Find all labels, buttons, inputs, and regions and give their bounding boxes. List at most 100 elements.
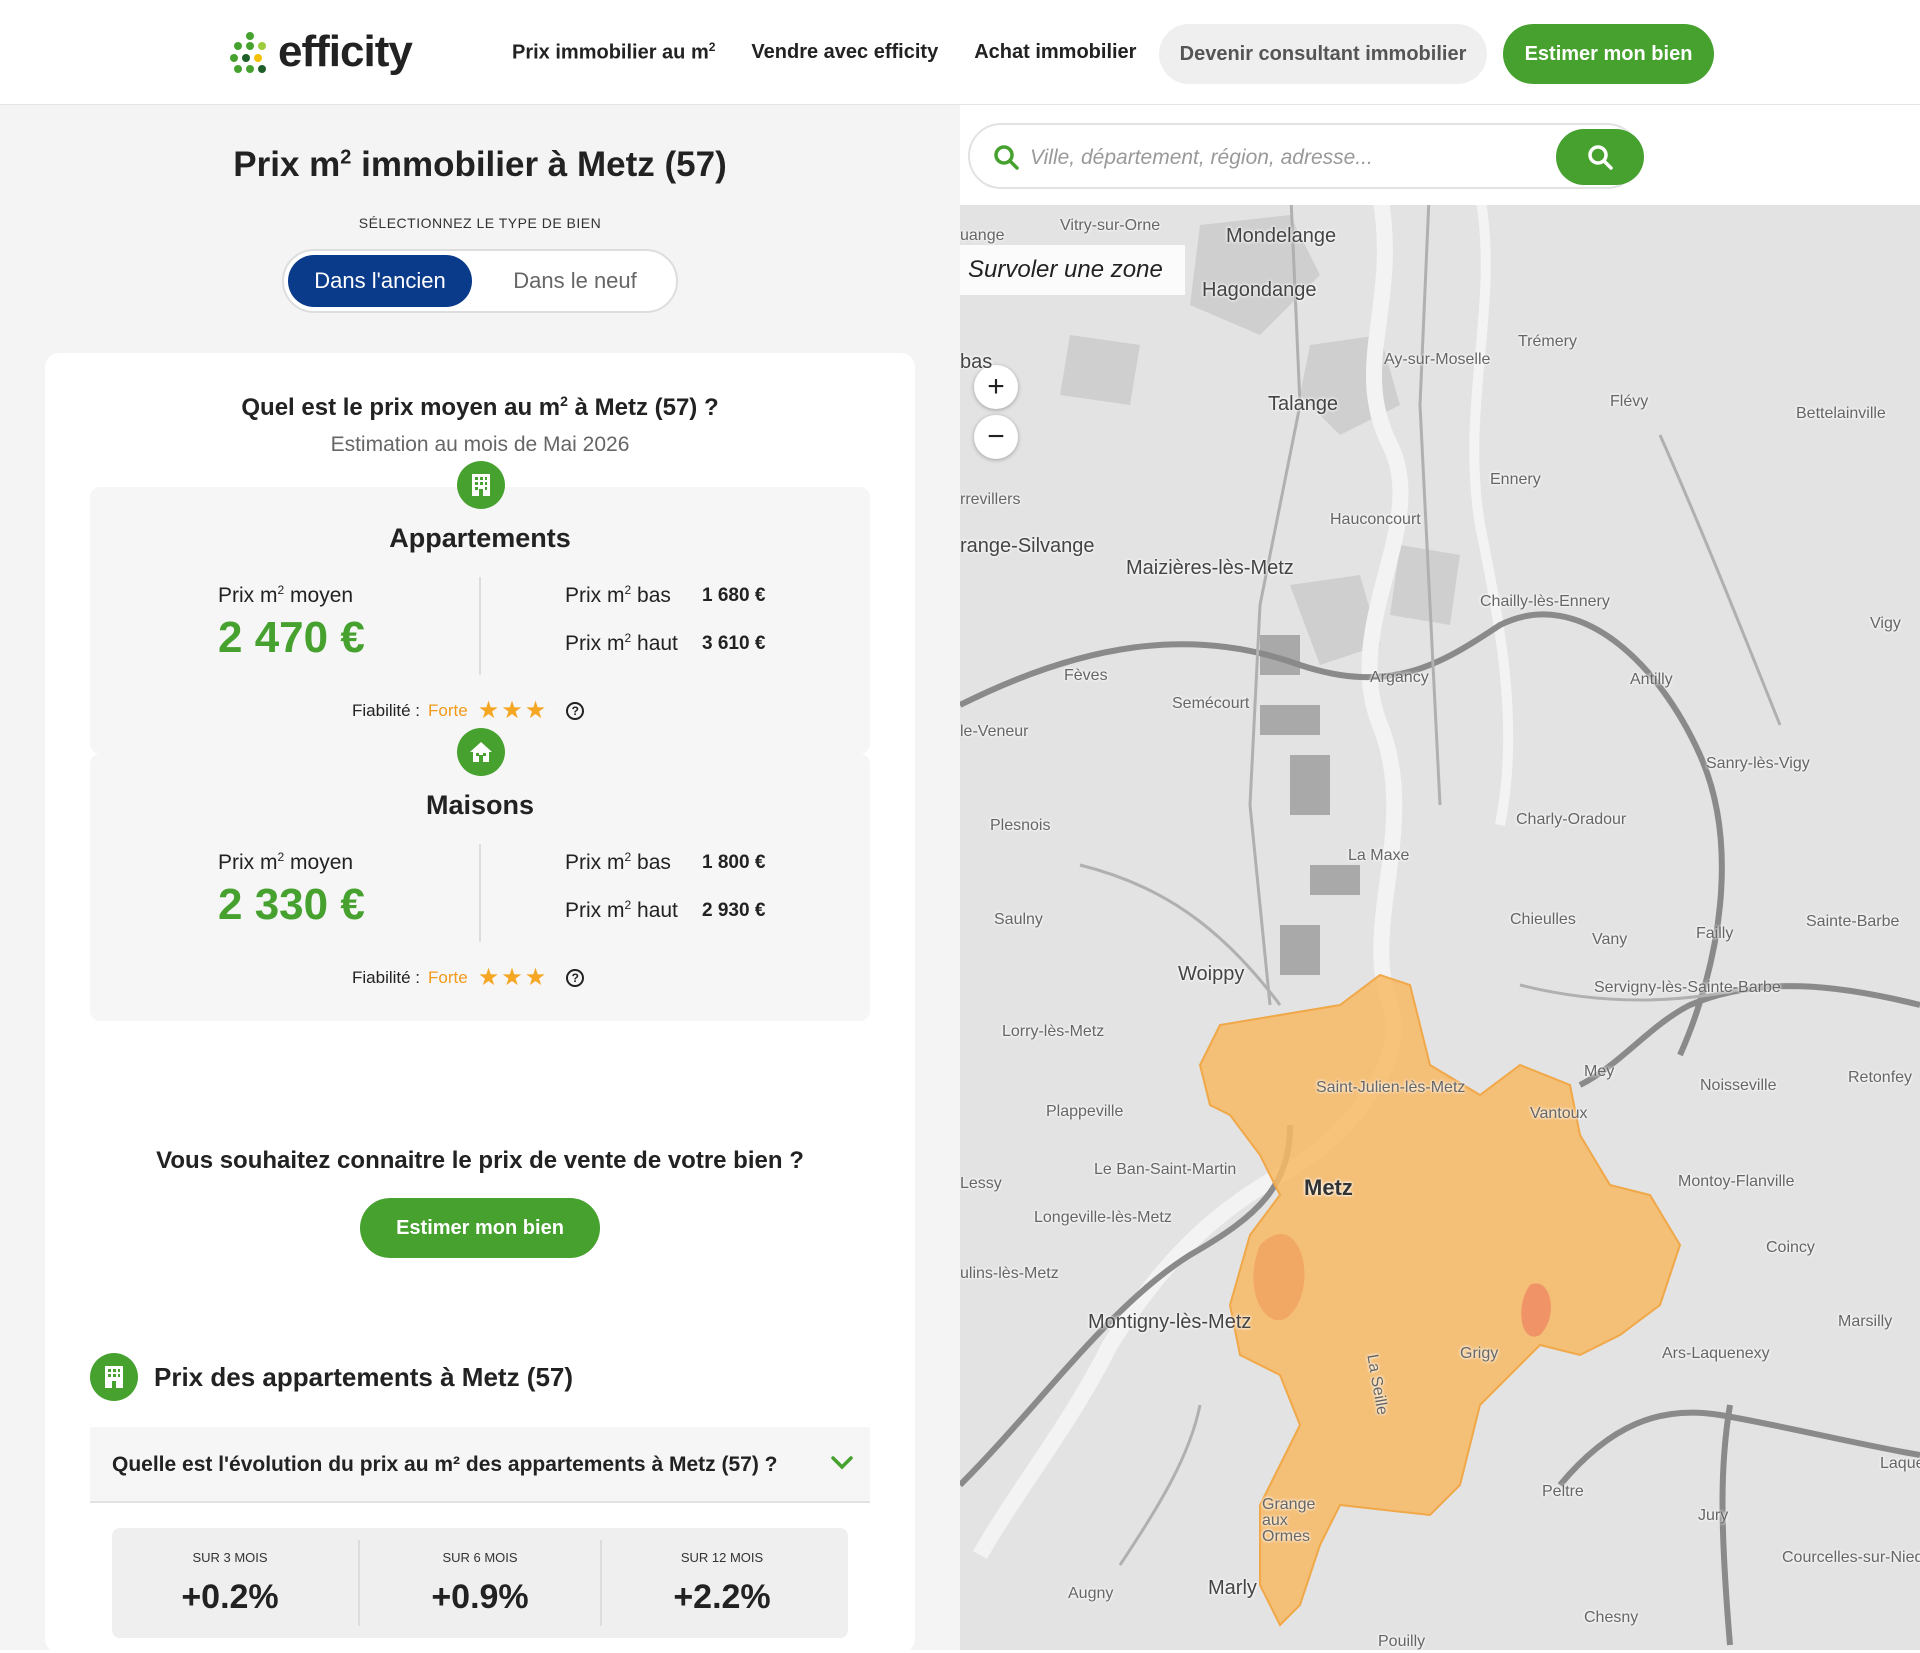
avg-label-pre: Prix m xyxy=(218,851,278,874)
town-label: Ars-Laquenexy xyxy=(1662,1345,1770,1362)
building-icon xyxy=(457,461,505,509)
toggle-neuf[interactable]: Dans le neuf xyxy=(513,268,637,293)
town-label: Chesny xyxy=(1584,1609,1639,1626)
price-map[interactable]: Survoler une zone + − Vitry-sur-Orne Mon… xyxy=(960,105,1920,1650)
title-sup: 2 xyxy=(340,146,352,169)
town-label: Mey xyxy=(1584,1063,1615,1080)
town-label: Marsilly xyxy=(1838,1313,1893,1330)
average-price-label: Prix m2 moyen xyxy=(218,583,353,608)
town-label: Vantoux xyxy=(1530,1105,1588,1122)
search-icon xyxy=(994,145,1019,170)
town-label: Fèves xyxy=(1064,667,1108,684)
town-label: Laque xyxy=(1880,1455,1920,1472)
zoom-out-button[interactable]: − xyxy=(974,415,1018,459)
town-label: Courcelles-sur-Nied xyxy=(1782,1549,1920,1566)
town-label: Plesnois xyxy=(990,817,1051,834)
avg-label-pre: Prix m xyxy=(218,584,278,607)
town-label: Failly xyxy=(1696,925,1734,942)
divider xyxy=(600,1540,602,1626)
location-search xyxy=(968,123,1644,189)
low-price-value: 1 680 € xyxy=(702,585,766,606)
town-label: Lessy xyxy=(960,1175,1002,1192)
sell-question: Vous souhaitez connaitre le prix de vent… xyxy=(156,1147,804,1174)
nav-prix-immobilier[interactable]: Prix immobilier au m2 xyxy=(512,40,715,65)
apartments-price-card: Appartements Prix m2 moyen 2 470 € Prix … xyxy=(90,461,870,754)
town-label: Le Ban-Saint-Martin xyxy=(1094,1161,1237,1178)
town-label: Plappeville xyxy=(1046,1103,1124,1120)
town-label: Mondelange xyxy=(1226,225,1337,247)
estimate-button[interactable]: Estimer mon bien xyxy=(360,1198,600,1258)
town-label: Montigny-lès-Metz xyxy=(1088,1311,1252,1333)
town-label: Vitry-sur-Orne xyxy=(1060,217,1161,234)
high-label-post: haut xyxy=(631,632,678,655)
property-type-title: Maisons xyxy=(425,790,535,820)
town-label: Noisseville xyxy=(1700,1077,1777,1094)
town-label: Longeville-lès-Metz xyxy=(1034,1209,1172,1226)
town-label: Woippy xyxy=(1178,963,1245,985)
search-input[interactable] xyxy=(1028,137,1552,179)
star-icon: ★ xyxy=(501,964,523,991)
help-icon[interactable]: ? xyxy=(566,969,585,987)
zoom-in-button[interactable]: + xyxy=(974,365,1018,409)
town-label: Grigy xyxy=(1460,1345,1499,1362)
property-type-title: Appartements xyxy=(389,523,571,553)
page-title: Prix m2 immobilier à Metz (57) xyxy=(0,145,960,185)
town-label: Vany xyxy=(1592,931,1628,948)
average-price-value: 2 470 € xyxy=(218,613,365,662)
estimation-date: Estimation au mois de Mai 2026 xyxy=(330,433,630,456)
town-label: Servigny-lès-Sainte-Barbe xyxy=(1594,979,1781,996)
help-icon[interactable]: ? xyxy=(566,702,585,720)
town-label: Hauconcourt xyxy=(1330,511,1421,528)
search-button[interactable] xyxy=(1556,129,1644,185)
map-background xyxy=(960,105,1920,1650)
town-label: Semécourt xyxy=(1172,695,1250,712)
nav-achat[interactable]: Achat immobilier xyxy=(974,40,1137,63)
reliability: Fiabilité : Forte ★ ★ ★ ? xyxy=(352,697,585,724)
toggle-ancien[interactable]: Dans l'ancien xyxy=(288,255,472,307)
town-label: Retonfey xyxy=(1848,1069,1913,1086)
chevron-down-icon xyxy=(831,1456,853,1470)
reliability-label: Fiabilité : xyxy=(352,968,421,987)
town-label: Coincy xyxy=(1766,1239,1815,1256)
site-header: efficity Prix immobilier au m2 Vendre av… xyxy=(0,0,1920,105)
divider xyxy=(479,577,481,675)
town-label: Sanry-lès-Vigy xyxy=(1706,755,1810,772)
town-label: Charly-Oradour xyxy=(1516,811,1627,828)
hover-zone-label: Survoler une zone xyxy=(960,245,1185,295)
town-label: Ennery xyxy=(1490,471,1541,488)
town-label: Marly xyxy=(1208,1577,1257,1599)
question-post: à Metz (57) ? xyxy=(567,394,719,421)
town-label: Maizières-lès-Metz xyxy=(1126,557,1294,579)
high-label-pre: Prix m xyxy=(565,632,625,655)
town-label: Antilly xyxy=(1630,671,1673,688)
low-price-label: Prix m2 bas xyxy=(565,850,671,875)
low-price-value: 1 800 € xyxy=(702,852,766,873)
star-icon: ★ xyxy=(524,697,547,724)
logo[interactable]: efficity xyxy=(228,26,413,78)
avg-label-post: moyen xyxy=(284,584,354,607)
low-label-pre: Prix m xyxy=(565,584,625,607)
high-price-label: Prix m2 haut xyxy=(565,631,678,656)
low-label-sup: 2 xyxy=(624,850,632,864)
town-label: Jury xyxy=(1698,1507,1729,1524)
town-label: Flévy xyxy=(1610,393,1649,410)
town-label: bas xyxy=(960,351,993,373)
reliability-value: Forte xyxy=(428,968,468,987)
town-label: Augny xyxy=(1068,1585,1114,1602)
town-label: range-Silvange xyxy=(960,535,1095,557)
price-evolution-accordion[interactable]: Quelle est l'évolution du prix au m² des… xyxy=(90,1427,870,1503)
star-icon: ★ xyxy=(477,964,500,991)
town-label: Sainte-Barbe xyxy=(1806,913,1900,930)
high-label-pre: Prix m xyxy=(565,899,625,922)
star-icon: ★ xyxy=(477,697,500,724)
town-label: Vigy xyxy=(1870,615,1901,632)
town-label: Bettelainville xyxy=(1796,405,1886,422)
town-label: Metz xyxy=(1304,1175,1353,1200)
become-consultant-button[interactable]: Devenir consultant immobilier xyxy=(1159,24,1487,84)
evolution-12-months: SUR 12 MOIS +2.2% xyxy=(604,1528,840,1638)
evolution-label: SUR 12 MOIS xyxy=(680,1550,764,1565)
nav-vendre[interactable]: Vendre avec efficity xyxy=(751,40,939,63)
question-pre: Quel est le prix moyen au m xyxy=(241,394,561,421)
town-label: Lorry-lès-Metz xyxy=(1002,1023,1105,1040)
header-estimate-button[interactable]: Estimer mon bien xyxy=(1503,24,1714,84)
